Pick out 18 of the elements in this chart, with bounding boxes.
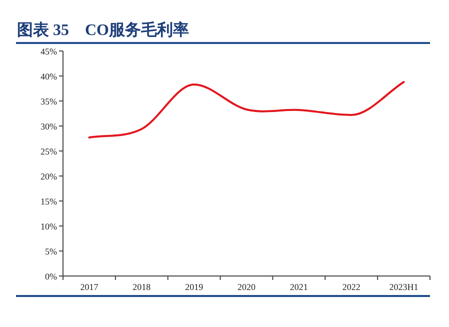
y-tick-label: 5% (45, 246, 58, 256)
y-tick-label: 0% (45, 272, 58, 282)
x-tick-label: 2023H1 (389, 282, 418, 292)
y-tick-label: 45% (40, 46, 58, 56)
x-tick-label: 2018 (132, 282, 152, 292)
y-tick-label: 10% (40, 222, 58, 232)
y-tick-label: 20% (40, 172, 58, 182)
y-tick-label: 30% (40, 122, 58, 132)
x-tick-label: 2019 (185, 282, 204, 292)
y-tick-label: 35% (40, 96, 58, 106)
x-tick-label: 2017 (80, 282, 99, 292)
x-tick-label: 2021 (290, 282, 308, 292)
y-tick-label: 25% (40, 146, 58, 156)
title: 图表 35 CO服务毛利率 (17, 22, 189, 39)
y-tick-label: 40% (40, 72, 58, 82)
y-tick-label: 15% (40, 196, 58, 206)
x-tick-label: 2020 (238, 282, 256, 292)
x-tick-label: 2022 (342, 282, 360, 292)
